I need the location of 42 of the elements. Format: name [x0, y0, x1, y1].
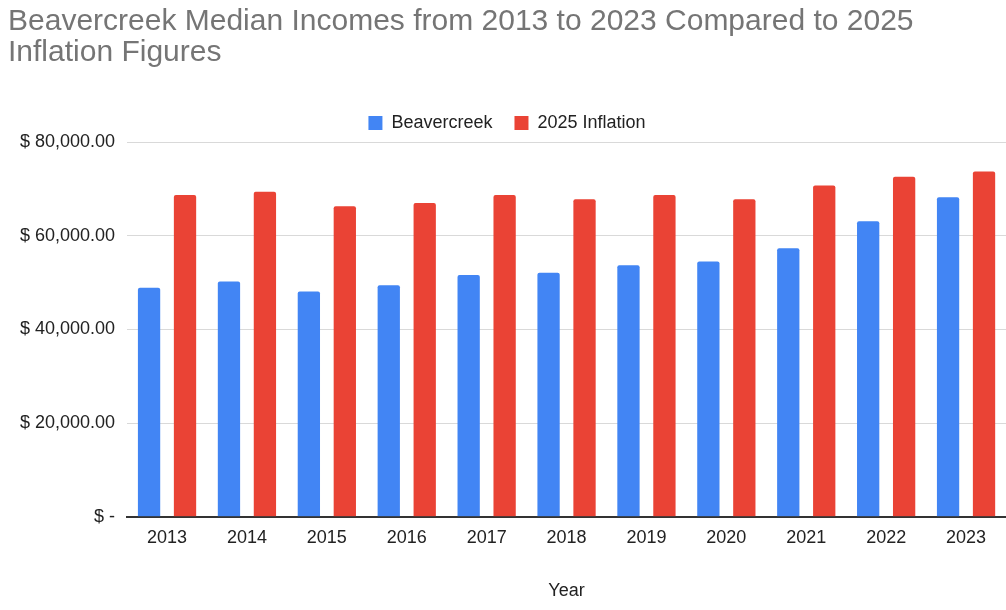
x-axis-title: Year: [548, 580, 585, 601]
y-tick-label: $ 60,000.00: [20, 224, 116, 245]
bar: [733, 199, 756, 517]
bar: [297, 291, 321, 517]
bar: [573, 199, 596, 517]
x-tick-label: 2014: [226, 526, 267, 547]
y-tick-label: $ 80,000.00: [20, 130, 116, 151]
bar: [377, 285, 400, 517]
chart-title: Beavercreek Median Incomes from 2013 to 2023 Compared to 2025 Inflation Figures: [8, 3, 915, 67]
y-tick-label: $ -: [94, 505, 116, 526]
bar: [653, 194, 676, 517]
x-tick-label: 2016: [386, 526, 427, 547]
bar: [253, 191, 277, 517]
bar: [413, 202, 436, 517]
bar: [936, 197, 960, 517]
legend-label: Beavercreek: [391, 111, 494, 132]
bar: [697, 261, 720, 517]
x-tick-label: 2015: [306, 526, 347, 547]
x-tick-label: 2021: [786, 526, 827, 547]
x-tick-label: 2020: [706, 526, 747, 547]
bar: [813, 185, 836, 517]
x-tick-label: 2022: [866, 526, 907, 547]
bar: [457, 275, 480, 517]
x-tick-label: 2017: [466, 526, 507, 547]
bar: [537, 272, 560, 517]
bar: [217, 281, 241, 517]
bar: [972, 171, 996, 517]
y-tick-label: $ 20,000.00: [20, 412, 116, 433]
bar: [857, 221, 880, 517]
bar: [493, 194, 516, 517]
x-tick-label: 2023: [946, 526, 987, 547]
bar: [617, 265, 640, 517]
bar: [173, 194, 197, 517]
x-tick-label: 2019: [626, 526, 667, 547]
x-tick-label: 2013: [147, 526, 188, 547]
bar: [892, 176, 916, 517]
bar: [333, 206, 356, 517]
x-tick-label: 2018: [546, 526, 587, 547]
bar: [777, 248, 800, 517]
y-tick-label: $ 40,000.00: [20, 318, 116, 339]
bar: [137, 287, 161, 517]
legend-label: 2025 Inflation: [537, 111, 646, 132]
